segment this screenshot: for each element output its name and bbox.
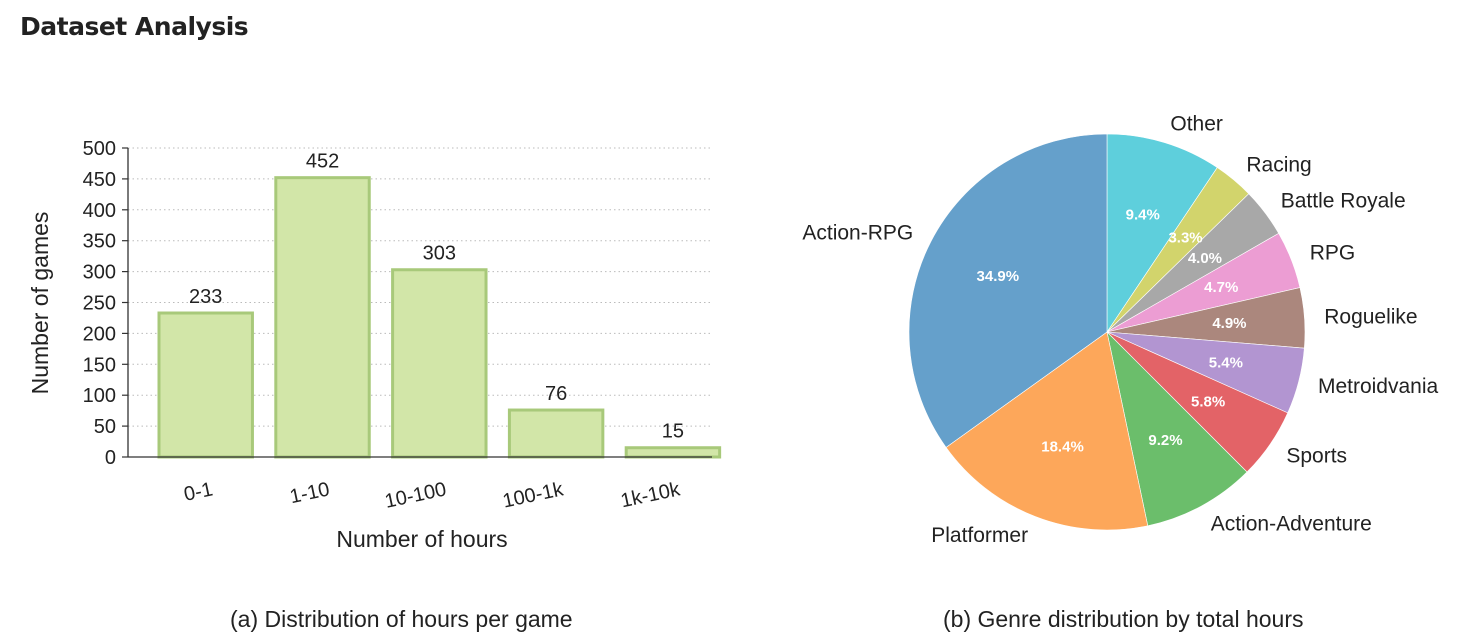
x-tick-label: 1k-10k: [619, 478, 683, 512]
bar-data-label: 15: [662, 421, 684, 443]
pie-category-label: Racing: [1246, 154, 1311, 177]
bar-data-label: 452: [306, 151, 339, 173]
pie-category-label: Action-Adventure: [1211, 513, 1372, 536]
pie-percent-label: 3.3%: [1168, 230, 1202, 247]
bar-series: [157, 176, 722, 459]
x-axis-label: Number of hours: [336, 526, 507, 552]
pie-slice-action-adventure: [1106, 331, 1248, 527]
y-tick-label: 100: [83, 385, 116, 407]
pie-category-label: Roguelike: [1324, 305, 1417, 328]
bar-y-tick-labels: 0 50 100 150 200 250 300 350 400 450 500: [83, 138, 116, 469]
pie-percent-labels: 9.4% 3.3% 4.0% 4.7% 4.9% 5.4% 5.8% 9.2% 18.4% 34.…: [977, 207, 1247, 456]
y-tick-label: 450: [83, 169, 116, 191]
x-tick-label: 10-100: [383, 478, 448, 512]
x-tick-label: 100-1k: [501, 478, 566, 512]
caption-a: (a) Distribution of hours per game: [230, 606, 573, 632]
pie-percent-label: 5.8%: [1191, 394, 1225, 411]
x-tick-label: 1-10: [288, 478, 332, 508]
bar-0-1: [157, 311, 254, 459]
y-axis-label: Number of games: [27, 212, 53, 395]
pie-slice-platformer: [945, 331, 1149, 531]
bar-data-label: 233: [189, 286, 222, 308]
x-tick-label: 0-1: [182, 478, 215, 506]
pie-percent-label: 9.2%: [1148, 432, 1182, 449]
bar-100-1k: [507, 408, 605, 459]
pie-percent-label: 5.4%: [1209, 355, 1243, 372]
pie-category-label: Action-RPG: [802, 222, 913, 245]
y-tick-label: 250: [83, 293, 116, 315]
bar-data-labels: 233 452 303 76 15: [189, 151, 684, 443]
bar-data-label: 76: [545, 383, 567, 405]
pie-category-label: Other: [1170, 113, 1223, 136]
bar-1k-10k: [624, 446, 722, 459]
pie-slice-battle-royale: [1106, 193, 1280, 333]
y-tick-label: 150: [83, 354, 116, 376]
y-tick-label: 350: [83, 231, 116, 253]
pie-slice-racing: [1106, 167, 1250, 333]
y-tick-label: 0: [105, 447, 116, 469]
pie-category-label: Platformer: [931, 524, 1028, 547]
pie-percent-label: 18.4%: [1041, 438, 1084, 455]
pie-slice-action-rpg: [908, 133, 1108, 448]
pie-slice-metroidvania: [1106, 331, 1305, 414]
bar-x-tick-labels: 0-1 1-10 10-100 100-1k 1k-10k: [182, 478, 683, 513]
pie-slice-sports: [1106, 331, 1289, 473]
caption-b: (b) Genre distribution by total hours: [943, 606, 1304, 632]
bar-10-100: [391, 268, 488, 459]
pie-percent-label: 4.9%: [1212, 315, 1246, 332]
pie-category-label: Metroidvania: [1318, 375, 1439, 398]
pie-percent-label: 4.7%: [1204, 279, 1238, 296]
pie-percent-label: 4.0%: [1188, 250, 1222, 267]
bar-data-label: 303: [423, 243, 456, 265]
pie-category-label: Sports: [1286, 445, 1347, 468]
pie-slices: [908, 133, 1306, 531]
y-tick-label: 50: [94, 416, 116, 438]
pie-category-label: RPG: [1310, 241, 1356, 264]
bar-gridlines: [128, 147, 712, 427]
page-title: Dataset Analysis: [20, 12, 249, 41]
pie-category-label: Battle Royale: [1281, 190, 1406, 213]
pie-slice-rpg: [1106, 232, 1301, 333]
bar-1-10: [274, 176, 371, 459]
pie-slice-other: [1106, 133, 1218, 333]
bar-axes: [122, 147, 712, 458]
pie-category-labels: Other Racing Battle Royale RPG Roguelike Metr…: [802, 113, 1438, 547]
pie-percent-label: 34.9%: [977, 268, 1020, 285]
pie-slice-roguelike: [1106, 287, 1306, 349]
y-tick-label: 500: [83, 138, 116, 160]
y-tick-label: 400: [83, 200, 116, 222]
y-tick-label: 300: [83, 262, 116, 284]
pie-percent-label: 9.4%: [1126, 207, 1160, 224]
bar-chart: 0 50 100 150 200 250 300 350 400 450 500 0-1 1-10 10…: [27, 138, 722, 552]
y-tick-label: 200: [83, 323, 116, 345]
